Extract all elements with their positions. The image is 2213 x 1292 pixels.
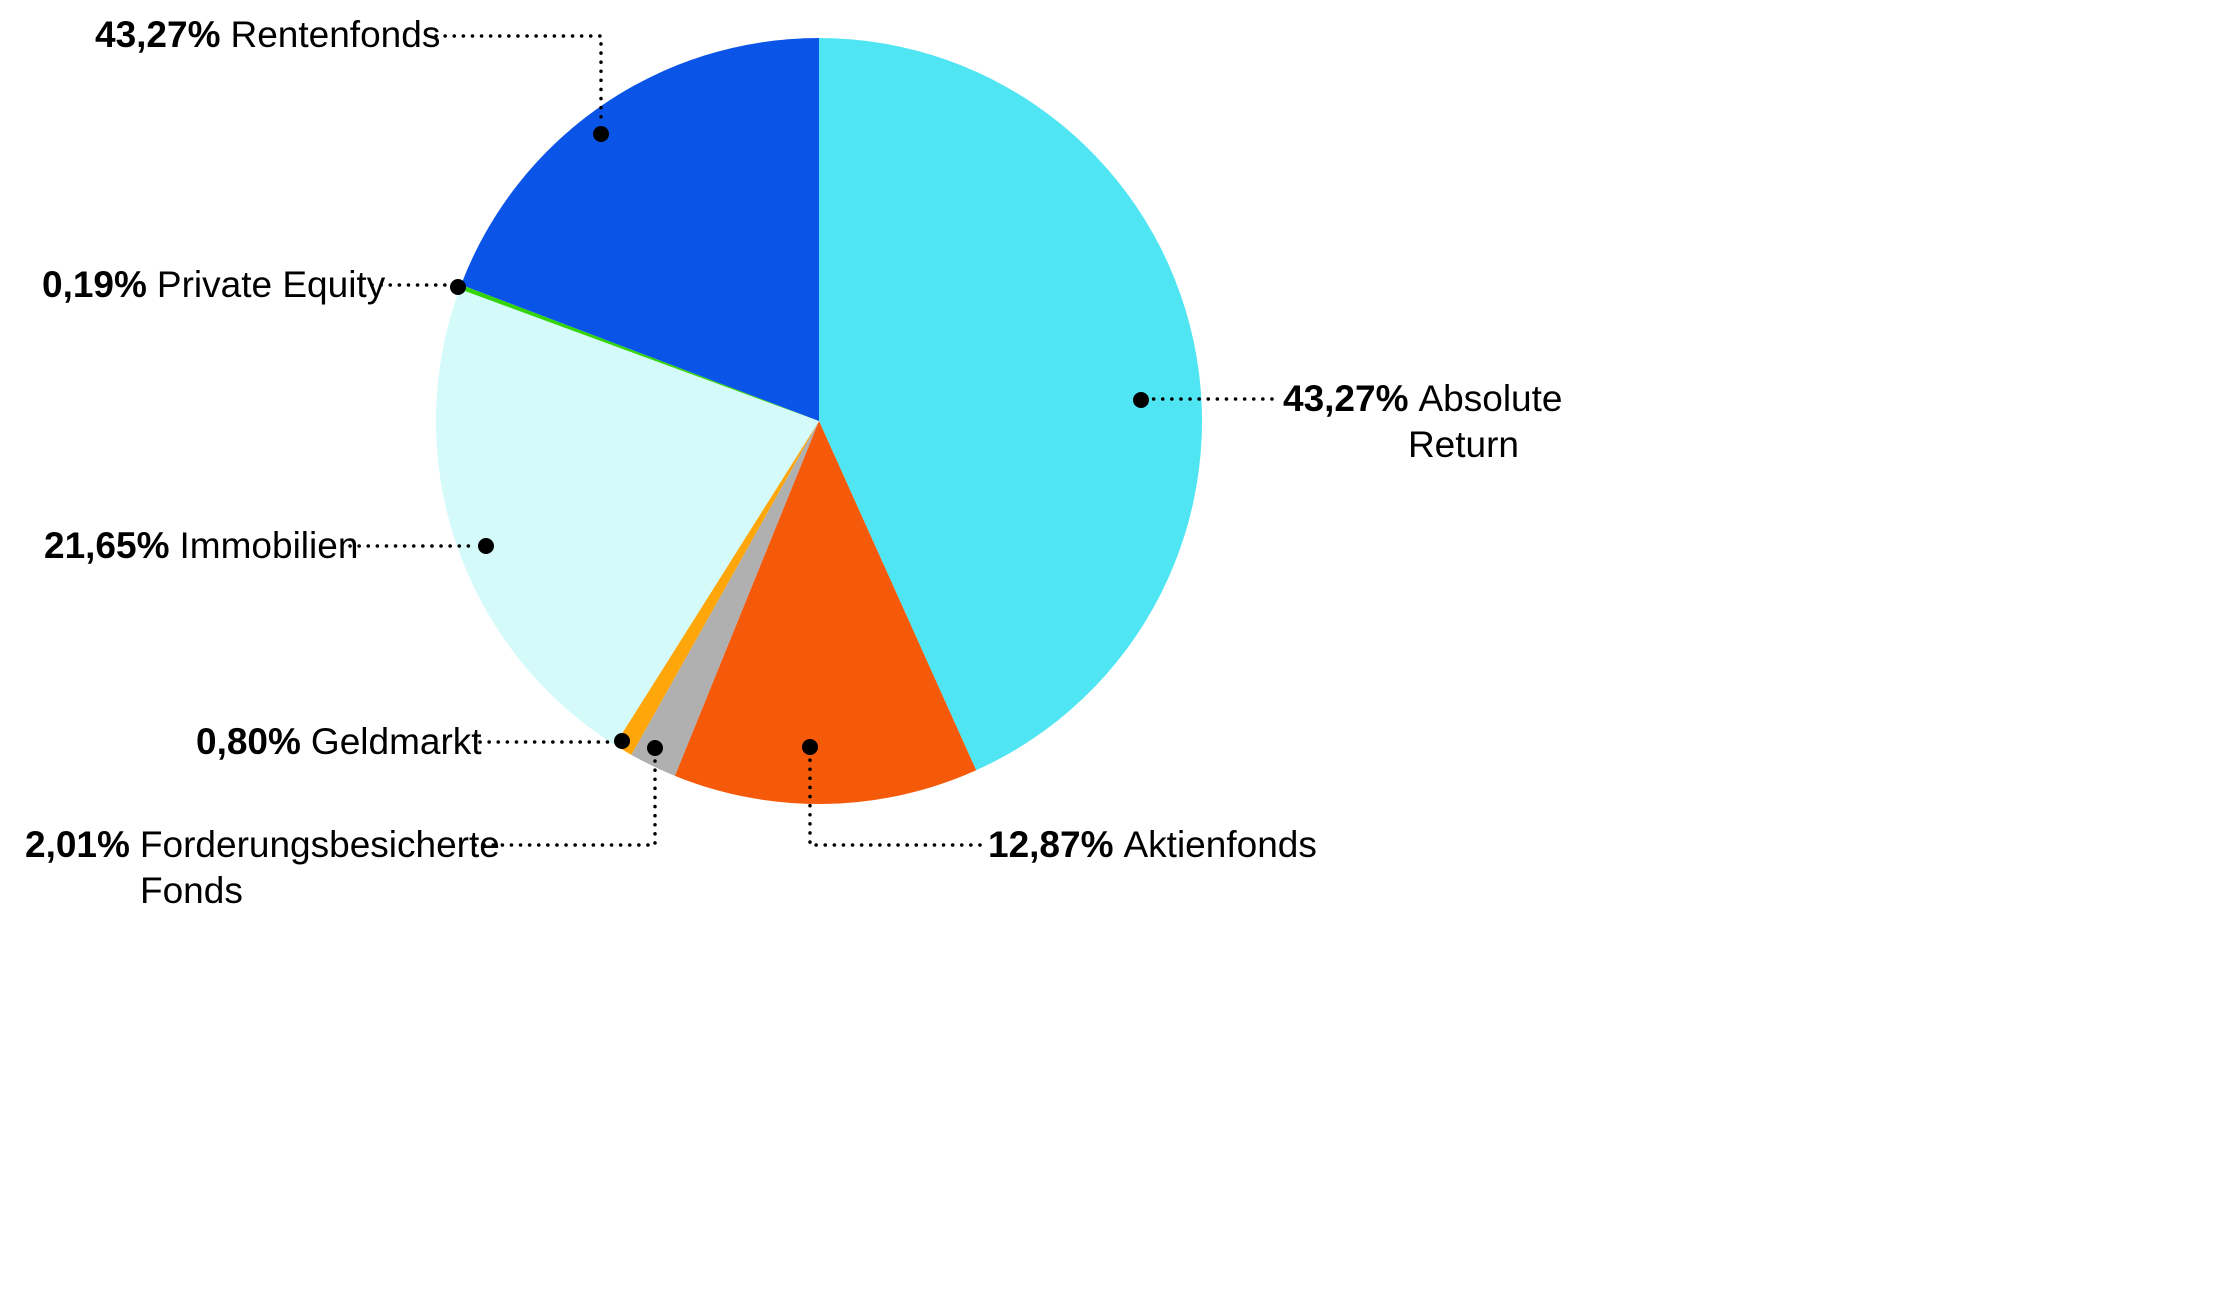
label-absolute-return: 43,27% Absolute Return (1283, 376, 1563, 468)
label-geldmarkt: 0,80% Geldmarkt (196, 719, 482, 765)
label-immobilien: 21,65% Immobilien (44, 523, 358, 569)
leader-forderungsbesicherte (473, 758, 657, 847)
pie-slice-absolute-return (819, 38, 1203, 771)
label-aktienfonds: 12,87% Aktienfonds (988, 822, 1317, 868)
pie-slice-rentenfonds (461, 38, 819, 421)
label-immobilien-name: Immobilien (179, 525, 359, 566)
label-forderungsbesicherte-name2: Fonds (140, 870, 243, 911)
dot-forderungsbesicherte (647, 740, 663, 756)
label-private-equity-name: Private Equity (156, 264, 386, 305)
label-forderungsbesicherte: 2,01% Forderungsbesicherte Fonds (25, 822, 500, 914)
leader-rentenfonds (434, 34, 603, 124)
leader-aktienfonds (808, 756, 982, 847)
leader-dots (450, 126, 1149, 756)
label-forderungsbesicherte-line1: 2,01% Forderungsbesicherte (25, 822, 500, 868)
dot-aktienfonds (802, 739, 818, 755)
label-rentenfonds: 43,27% Rentenfonds (95, 12, 440, 58)
label-geldmarkt-name: Geldmarkt (310, 721, 482, 762)
label-private-equity: 0,19% Private Equity (42, 262, 385, 308)
label-private-equity-pct: 0,19% (42, 264, 147, 305)
label-forderungsbesicherte-name1: Forderungsbesicherte (139, 824, 500, 865)
label-rentenfonds-pct: 43,27% (95, 14, 221, 55)
label-aktienfonds-name: Aktienfonds (1123, 824, 1317, 865)
pie-slice-private-equity (459, 284, 819, 421)
pie-slice-forderungsbesicherte-fonds (631, 421, 819, 776)
pie-slice-aktienfonds (674, 421, 977, 805)
label-absolute-return-line1: 43,27% Absolute (1283, 376, 1563, 422)
dot-geldmarkt (614, 733, 630, 749)
dot-immobilien (478, 538, 494, 554)
dot-absolute-return (1133, 392, 1149, 408)
pie-slice-immobilien (435, 289, 819, 746)
label-immobilien-pct: 21,65% (44, 525, 170, 566)
label-aktienfonds-pct: 12,87% (988, 824, 1114, 865)
pie-slices-group (435, 38, 1203, 805)
label-absolute-return-name1: Absolute (1418, 378, 1563, 419)
label-rentenfonds-name: Rentenfonds (230, 14, 441, 55)
dot-private-equity (450, 279, 466, 295)
label-absolute-return-pct: 43,27% (1283, 378, 1409, 419)
leader-lines (348, 34, 1274, 847)
label-forderungsbesicherte-pct: 2,01% (25, 824, 130, 865)
pie-slice-geldmarkt (614, 421, 819, 755)
label-absolute-return-name2: Return (1407, 424, 1519, 465)
label-geldmarkt-pct: 0,80% (196, 721, 301, 762)
dot-rentenfonds (593, 126, 609, 142)
